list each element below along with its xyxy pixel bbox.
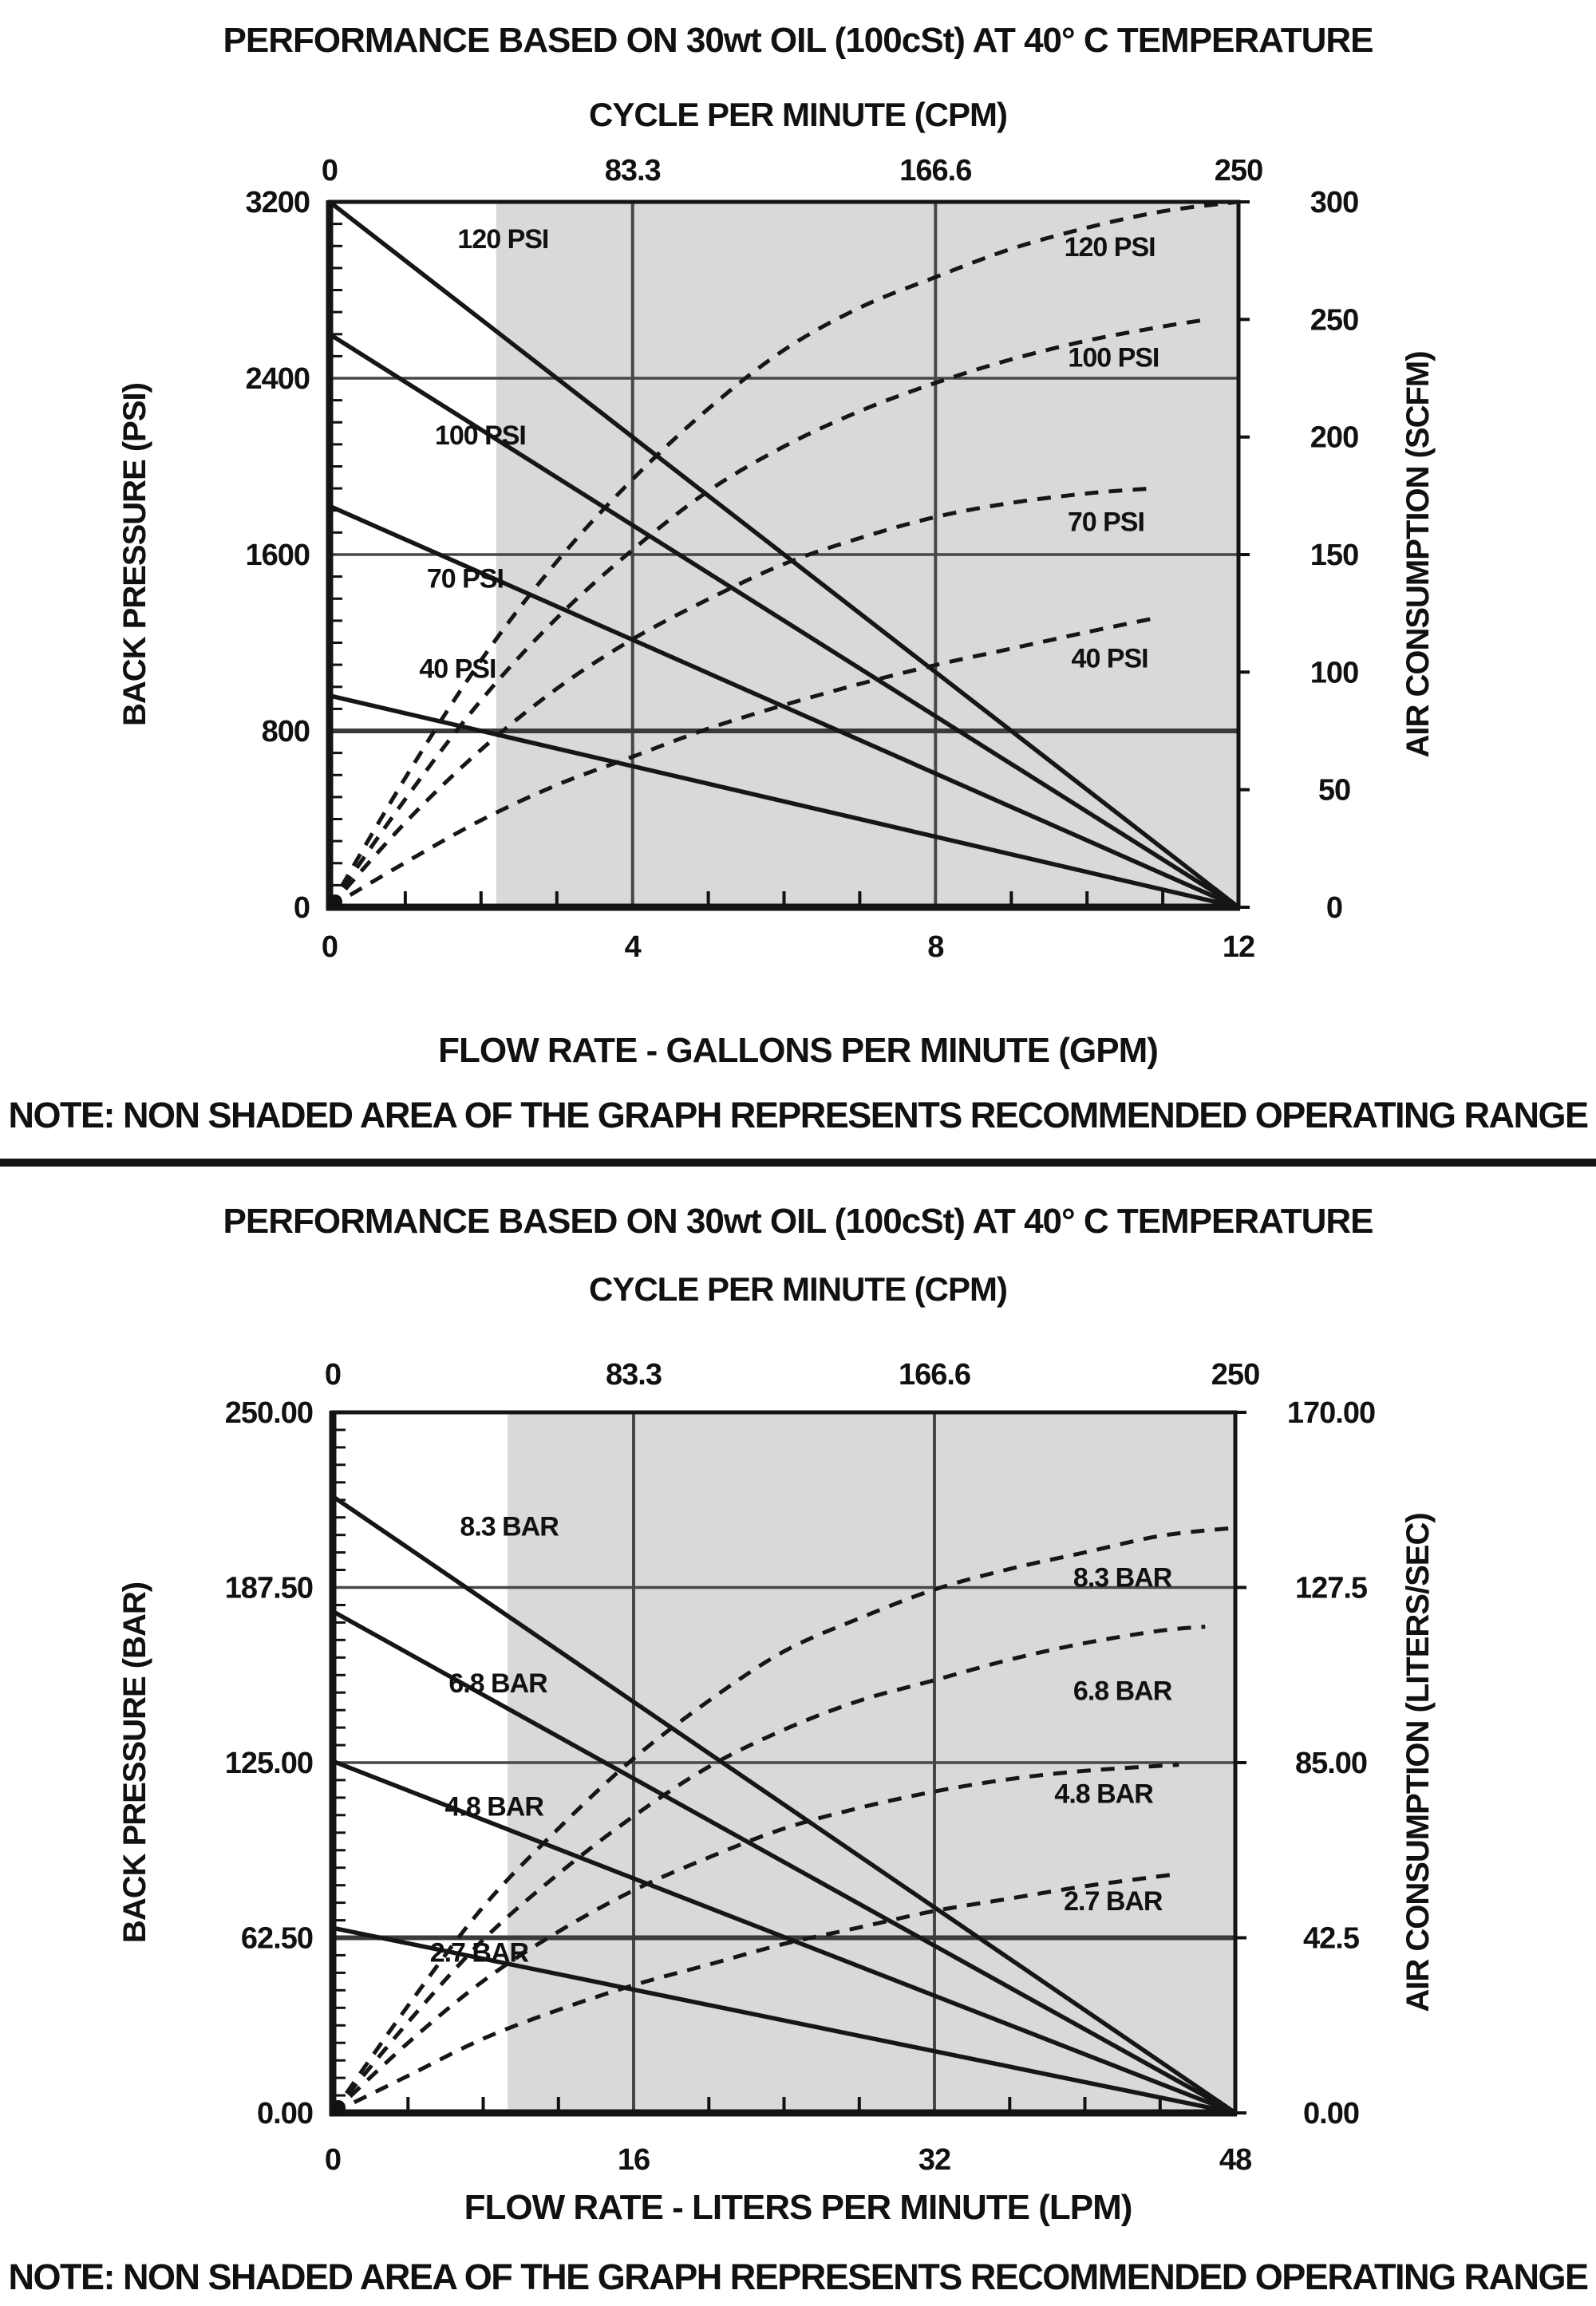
dashed-series-label: 120 PSI: [1065, 232, 1156, 263]
top-axis-tick-label: 0: [322, 154, 338, 188]
right-axis-tick-label: 127.5: [1295, 1572, 1368, 1605]
right-axis-tick-label: 250: [1310, 303, 1358, 337]
solid-series-120-PSI: [328, 199, 1240, 910]
solid-series-70-PSI: [328, 503, 1240, 910]
x-axis-tick-label: 8: [927, 930, 943, 964]
left-axis-tick-label: 62.50: [241, 1922, 313, 1956]
dashed-series-label: 8.3 BAR: [1073, 1563, 1172, 1593]
origin-dot: [328, 894, 342, 909]
solid-series-100-PSI: [328, 332, 1240, 910]
dashed-series-label: 70 PSI: [1068, 507, 1144, 538]
right-axis-tick-label: 0.00: [1303, 2097, 1359, 2130]
right-axis-tick-label: 300: [1310, 186, 1358, 219]
solid-series-2.7-BAR: [332, 1925, 1236, 2115]
dashed-series-8.3-BAR: [330, 1526, 1236, 2114]
top-axis-tick-label: 83.3: [605, 154, 661, 188]
x-axis-tick-label: 12: [1223, 930, 1254, 964]
solid-series-label: 40 PSI: [419, 654, 496, 685]
right-axis-tick-label: 85.00: [1295, 1747, 1367, 1780]
right-axis-tick-label: 150: [1310, 539, 1358, 572]
chart2-top-axis-title: CYCLE PER MINUTE (CPM): [589, 1270, 1008, 1308]
top-axis-tick-label: 83.3: [606, 1358, 662, 1392]
chart-bar-lpm-performance: 8.3 BAR 6.8 BAR 4.8 BAR 2.7 BAR 8.3 BAR 6.8 B…: [117, 1358, 1436, 2177]
dashed-series-label: 6.8 BAR: [1073, 1676, 1172, 1707]
solid-series-label: 4.8 BAR: [445, 1792, 544, 1822]
dashed-series-40-PSI: [328, 616, 1156, 910]
left-axis-tick-label: 0: [294, 891, 310, 925]
chart1-title: PERFORMANCE BASED ON 30wt OIL (100cSt) A…: [223, 21, 1374, 60]
right-axis-tick-label: 0: [1326, 891, 1342, 925]
solid-series-8.3-BAR: [331, 1495, 1237, 2115]
dashed-series-70-PSI: [328, 487, 1148, 909]
solid-series-6.8-BAR: [331, 1609, 1237, 2115]
x-axis-tick-label: 4: [625, 930, 642, 964]
top-axis-tick-label: 250: [1211, 1358, 1259, 1392]
right-axis-tick-label: 100: [1310, 656, 1358, 689]
origin-dot: [331, 2100, 346, 2114]
x-axis-tick-label: 0: [325, 2143, 341, 2177]
x-axis-tick-label: 0: [322, 930, 338, 964]
top-axis-tick-label: 250: [1215, 154, 1262, 188]
chart2-note: NOTE: NON SHADED AREA OF THE GRAPH REPRE…: [8, 2257, 1589, 2297]
chart-psi-gpm-performance: 120 PSI 100 PSI 70 PSI 40 PSI 120 PSI 100 PSI…: [117, 154, 1436, 964]
solid-series-4.8-BAR: [332, 1759, 1236, 2115]
solid-series-label: 2.7 BAR: [430, 1937, 529, 1968]
solid-series-label: 70 PSI: [427, 563, 504, 594]
top-axis-tick-label: 0: [325, 1358, 341, 1392]
left-axis-tick-label: 800: [262, 715, 310, 748]
top-axis-tick-label: 166.6: [899, 154, 971, 188]
dashed-series-label: 100 PSI: [1068, 343, 1159, 373]
solid-series-40-PSI: [329, 693, 1239, 910]
dashed-series-label: 40 PSI: [1072, 644, 1148, 674]
solid-series-label: 6.8 BAR: [448, 1668, 547, 1699]
x-axis-tick-label: 32: [918, 2143, 950, 2177]
left-axis-title: BACK PRESSURE (PSI): [117, 383, 152, 726]
dashed-series-2.7-BAR: [331, 1871, 1179, 2115]
left-axis-tick-label: 0.00: [257, 2097, 313, 2130]
left-axis-tick-label: 187.50: [225, 1572, 313, 1605]
dashed-series-4.8-BAR: [331, 1763, 1179, 2114]
top-axis-tick-label: 166.6: [899, 1358, 970, 1392]
section-divider: [0, 1159, 1596, 1167]
left-axis-tick-label: 3200: [245, 186, 310, 219]
right-axis-title: AIR CONSUMPTION (LITERS/SEC): [1400, 1513, 1436, 2012]
dashed-series-120-PSI: [327, 199, 1239, 909]
x-axis-tick-label: 48: [1219, 2143, 1251, 2177]
left-axis-tick-label: 125.00: [225, 1747, 313, 1780]
left-axis-tick-label: 2400: [245, 362, 310, 396]
solid-series-label: 120 PSI: [457, 224, 548, 255]
right-axis-tick-label: 200: [1310, 421, 1358, 455]
right-axis-title: AIR CONSUMPTION (SCFM): [1400, 351, 1436, 757]
chart1-x-axis-title: FLOW RATE - GALLONS PER MINUTE (GPM): [438, 1031, 1159, 1070]
chart2-x-axis-title: FLOW RATE - LITERS PER MINUTE (LPM): [464, 2188, 1133, 2227]
chart1-note: NOTE: NON SHADED AREA OF THE GRAPH REPRE…: [8, 1095, 1589, 1135]
solid-series-label: 100 PSI: [435, 421, 526, 451]
dashed-series-6.8-BAR: [331, 1625, 1206, 2114]
solid-series-label: 8.3 BAR: [460, 1512, 559, 1542]
right-axis-tick-label: 42.5: [1303, 1922, 1360, 1956]
right-axis-tick-label: 50: [1318, 774, 1350, 807]
dashed-series-label: 2.7 BAR: [1064, 1886, 1163, 1917]
dashed-series-100-PSI: [327, 317, 1209, 909]
chart1-top-axis-title: CYCLE PER MINUTE (CPM): [589, 96, 1008, 133]
x-axis-tick-label: 16: [618, 2143, 650, 2177]
left-axis-title: BACK PRESSURE (BAR): [117, 1582, 152, 1943]
right-axis-tick-label: 170.00: [1287, 1396, 1375, 1430]
left-axis-tick-label: 1600: [245, 539, 310, 572]
chart2-title: PERFORMANCE BASED ON 30wt OIL (100cSt) A…: [223, 1202, 1374, 1241]
dashed-series-label: 4.8 BAR: [1054, 1779, 1153, 1810]
left-axis-tick-label: 250.00: [225, 1396, 313, 1430]
